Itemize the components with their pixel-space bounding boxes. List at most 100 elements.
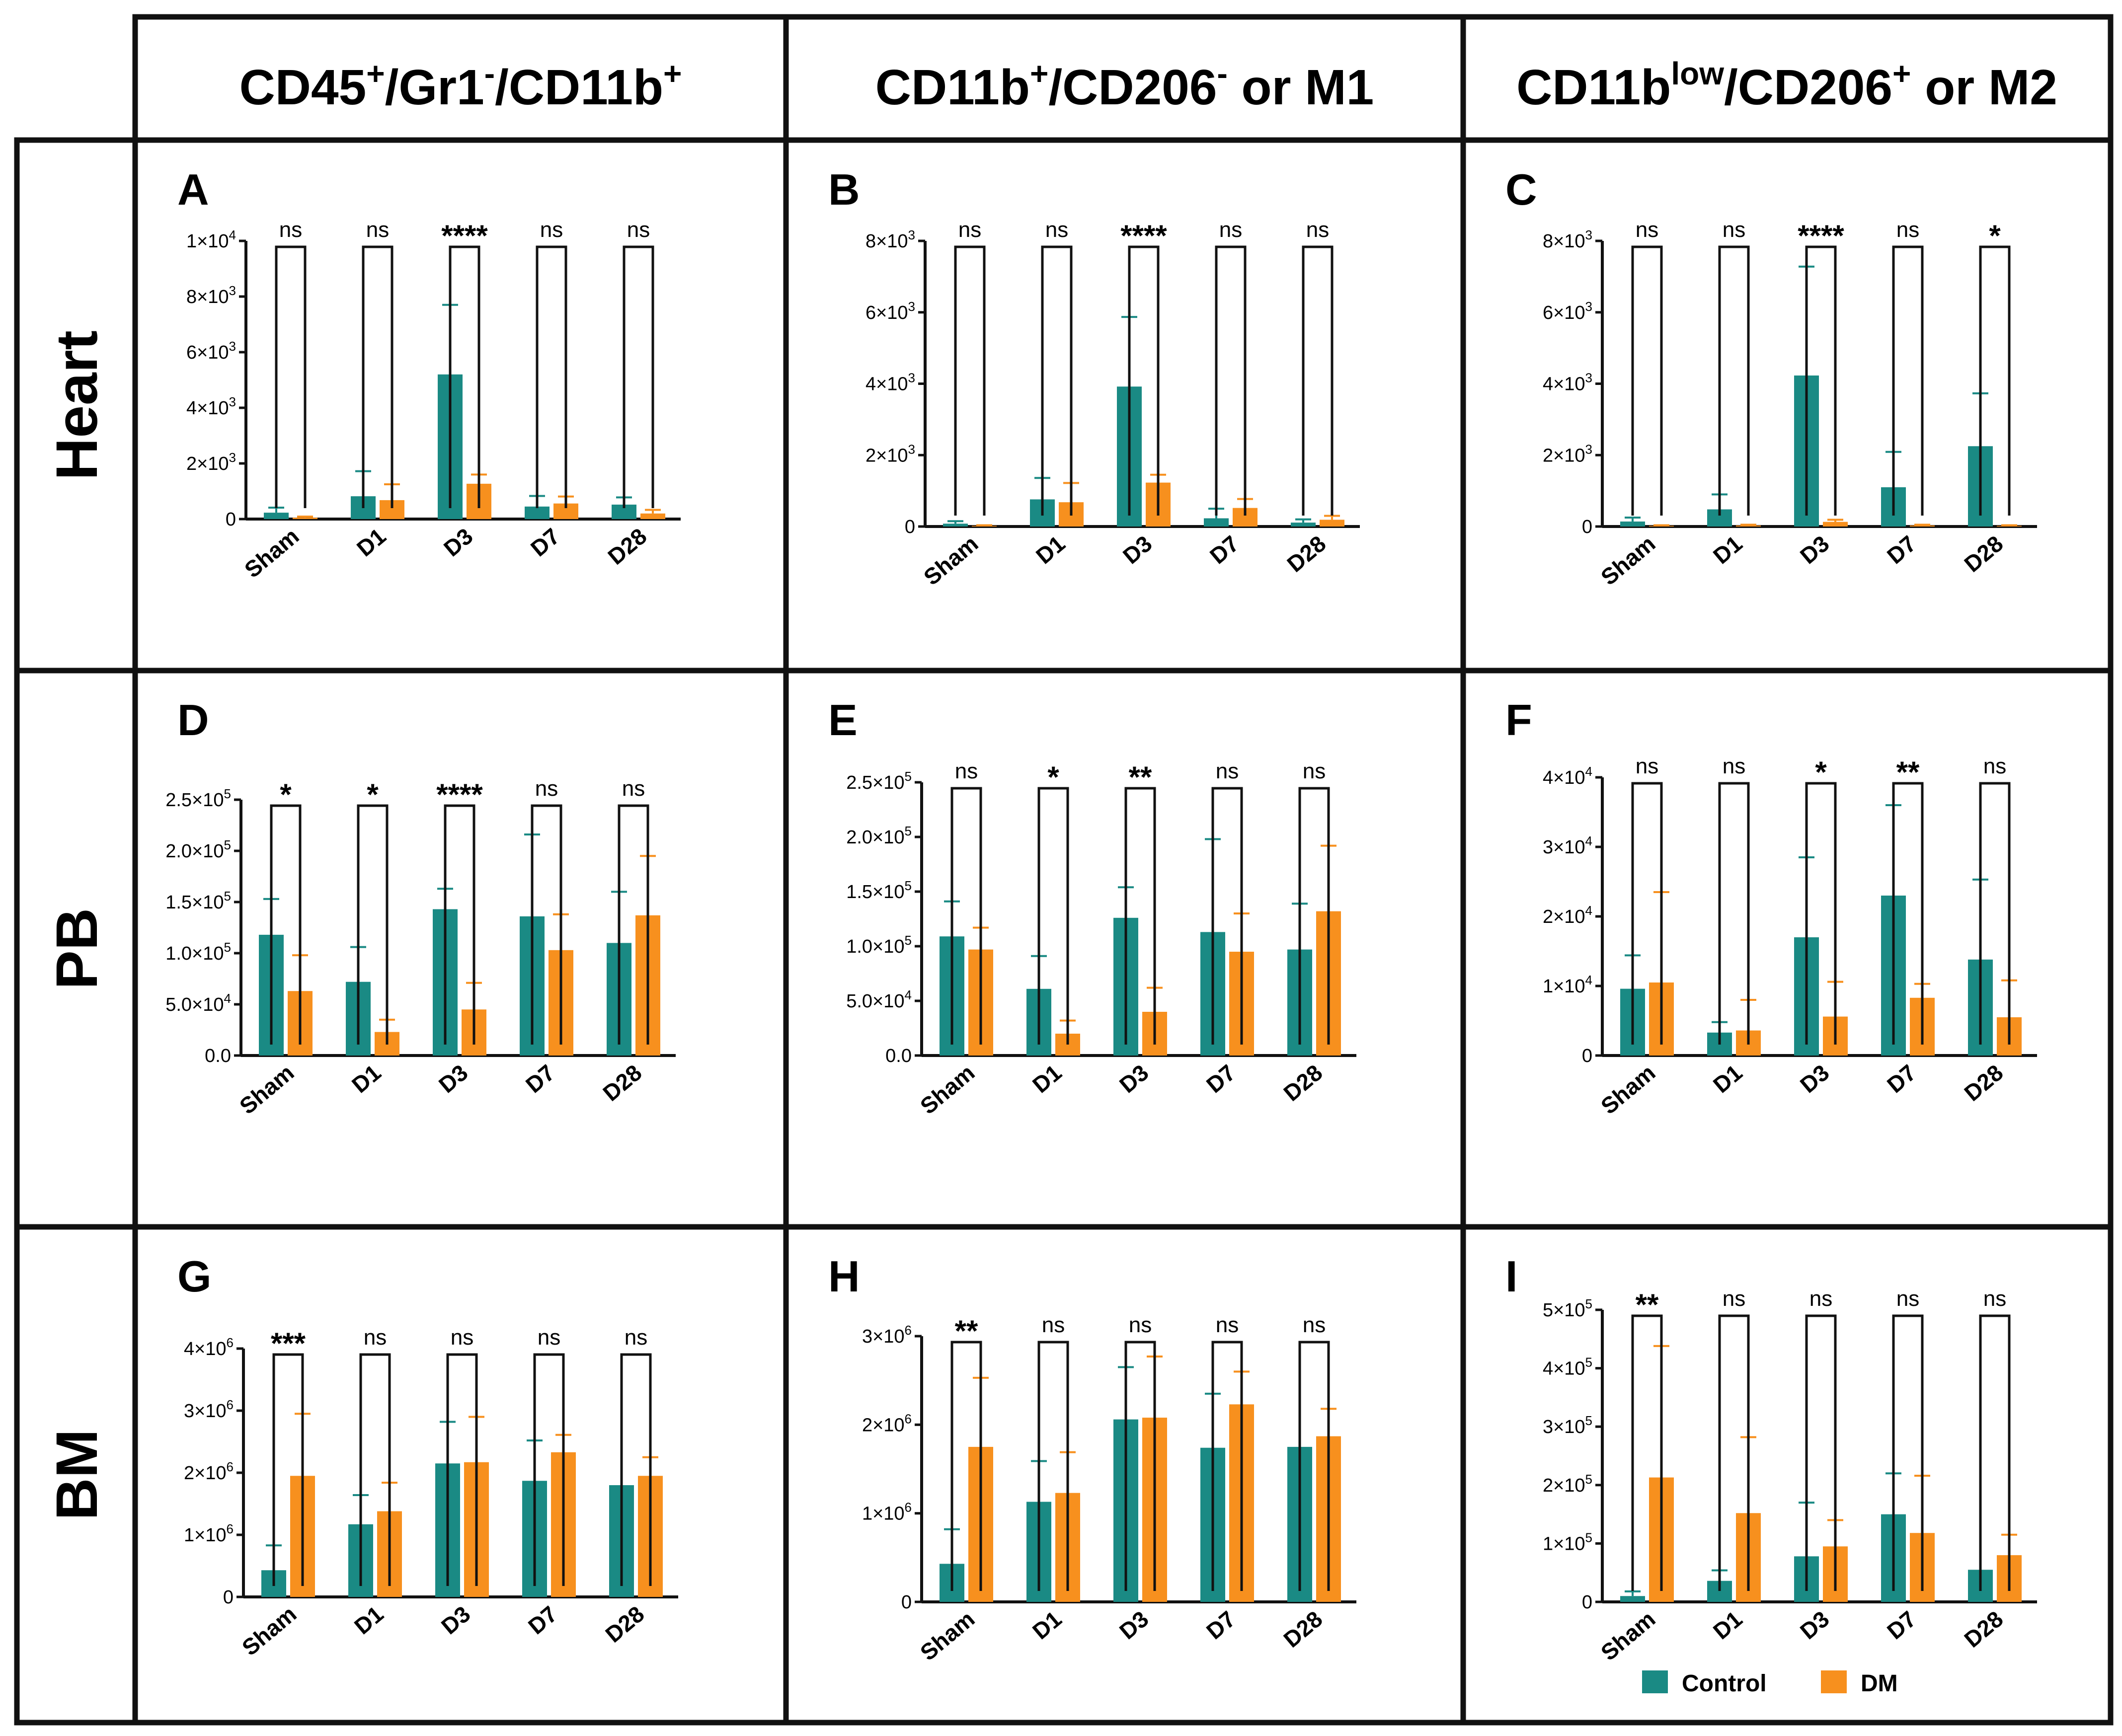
y-tick-label: 2×106 xyxy=(184,1459,234,1484)
y-tick-label: 4×106 xyxy=(184,1335,234,1359)
y-tick-exponent: 4 xyxy=(224,991,231,1006)
significance-bracket xyxy=(1631,782,1663,1045)
y-tick-mantissa: 2×10 xyxy=(862,1415,905,1435)
y-tick-mantissa: 2×10 xyxy=(1543,1475,1585,1496)
y-tick-exponent: 3 xyxy=(229,450,236,465)
y-tick-exponent: 4 xyxy=(1585,973,1592,987)
significance-label: ns xyxy=(627,218,650,242)
y-tick-exponent: 5 xyxy=(905,933,912,948)
y-tick-label: 0 xyxy=(1582,1592,1592,1613)
significance-bracket xyxy=(1718,1314,1750,1591)
column-header-part: + xyxy=(366,56,385,91)
column-header-part: + xyxy=(1030,56,1048,91)
significance-bracket xyxy=(1302,245,1334,516)
panel-label: H xyxy=(828,1252,860,1301)
significance-label: ** xyxy=(1896,755,1920,789)
row-header-pb: PB xyxy=(44,908,110,989)
table-grid xyxy=(14,14,2114,1726)
significance-bracket xyxy=(1979,245,2011,516)
y-tick-mantissa: 1.0×10 xyxy=(165,943,224,964)
y-tick-mantissa: 0 xyxy=(226,509,236,530)
y-tick-exponent: 6 xyxy=(227,1521,234,1536)
y-tick-mantissa: 1×10 xyxy=(1543,976,1585,997)
y-tick-label: 3×106 xyxy=(862,1323,912,1347)
y-tick-label: 0 xyxy=(226,509,236,530)
significance-bracket xyxy=(446,1353,478,1586)
bar-dm-sham xyxy=(1649,526,1674,527)
significance-label: ns xyxy=(1636,218,1658,242)
y-tick-label: 2×103 xyxy=(186,450,236,474)
significance-label: ns xyxy=(535,776,558,801)
significance-label: ns xyxy=(366,218,389,242)
bar-control-sham xyxy=(1620,1596,1645,1602)
y-tick-mantissa: 0.0 xyxy=(885,1046,912,1066)
y-tick-exponent: 3 xyxy=(229,283,236,298)
significance-label: ns xyxy=(1303,759,1326,783)
panel-label: C xyxy=(1505,165,1537,214)
column-header-part: CD45 xyxy=(239,60,367,115)
y-tick-label: 6×103 xyxy=(1543,299,1592,323)
legend-swatch-control xyxy=(1642,1670,1668,1693)
significance-label: ns xyxy=(279,218,302,242)
y-tick-label: 1.5×105 xyxy=(846,878,912,903)
y-tick-exponent: 5 xyxy=(1585,1472,1592,1487)
y-tick-mantissa: 0.0 xyxy=(205,1046,231,1066)
y-tick-exponent: 3 xyxy=(229,339,236,354)
significance-label: ns xyxy=(1809,1286,1832,1311)
y-tick-exponent: 6 xyxy=(227,1397,234,1412)
y-tick-label: 1×106 xyxy=(184,1521,234,1546)
significance-bracket xyxy=(954,245,986,516)
significance-bracket xyxy=(1805,782,1837,1045)
y-tick-exponent: 3 xyxy=(908,442,915,456)
y-tick-mantissa: 1.5×10 xyxy=(165,892,224,913)
panel-label: A xyxy=(177,165,209,214)
y-tick-label: 1.0×105 xyxy=(165,940,231,964)
significance-label: **** xyxy=(1120,219,1167,252)
significance-label: ns xyxy=(1042,1313,1065,1337)
y-tick-mantissa: 3×10 xyxy=(1543,837,1585,858)
y-tick-exponent: 5 xyxy=(1585,1530,1592,1545)
y-tick-mantissa: 4×10 xyxy=(1543,1359,1585,1379)
significance-bracket xyxy=(1718,782,1750,1045)
bar-control-sham xyxy=(943,524,968,527)
significance-label: ns xyxy=(1723,218,1745,242)
y-tick-mantissa: 5.0×10 xyxy=(846,991,904,1012)
y-tick-label: 3×104 xyxy=(1543,833,1592,858)
y-tick-mantissa: 4×10 xyxy=(186,398,229,419)
y-tick-exponent: 5 xyxy=(224,786,231,801)
significance-bracket xyxy=(1128,245,1160,516)
y-tick-mantissa: 0 xyxy=(1582,517,1592,537)
column-header-3: CD11blow/CD206+ or M2 xyxy=(1516,56,2057,115)
y-tick-mantissa: 4×10 xyxy=(1543,374,1585,395)
y-tick-label: 4×104 xyxy=(1543,764,1592,788)
y-tick-label: 2×104 xyxy=(1543,903,1592,927)
y-tick-label: 2.0×105 xyxy=(165,837,231,862)
significance-bracket xyxy=(1892,782,1924,1045)
significance-label: * xyxy=(367,778,379,811)
y-tick-exponent: 5 xyxy=(224,837,231,852)
significance-label: ns xyxy=(958,218,981,242)
y-tick-label: 0.0 xyxy=(885,1046,912,1066)
y-tick-label: 1×105 xyxy=(1543,1530,1592,1554)
y-tick-label: 8×103 xyxy=(186,283,236,307)
significance-label: **** xyxy=(1798,219,1844,252)
column-header-1: CD45+/Gr1-/CD11b+ xyxy=(239,56,682,115)
y-tick-exponent: 6 xyxy=(905,1323,912,1338)
significance-label: ns xyxy=(451,1325,473,1350)
significance-bracket xyxy=(1037,1341,1069,1591)
significance-bracket xyxy=(272,1353,304,1586)
bar-dm-sham xyxy=(972,526,997,527)
significance-bracket xyxy=(1718,245,1750,516)
bar-control-sham xyxy=(1620,521,1645,527)
y-tick-exponent: 4 xyxy=(905,987,912,1002)
y-tick-mantissa: 2.5×10 xyxy=(165,790,224,811)
significance-label: ns xyxy=(1129,1313,1152,1337)
significance-label: ns xyxy=(1983,754,2006,778)
significance-bracket xyxy=(1124,787,1156,1045)
significance-bracket xyxy=(357,804,389,1045)
y-tick-mantissa: 8×10 xyxy=(1543,231,1585,252)
y-tick-label: 6×103 xyxy=(186,339,236,363)
significance-bracket xyxy=(536,245,567,508)
